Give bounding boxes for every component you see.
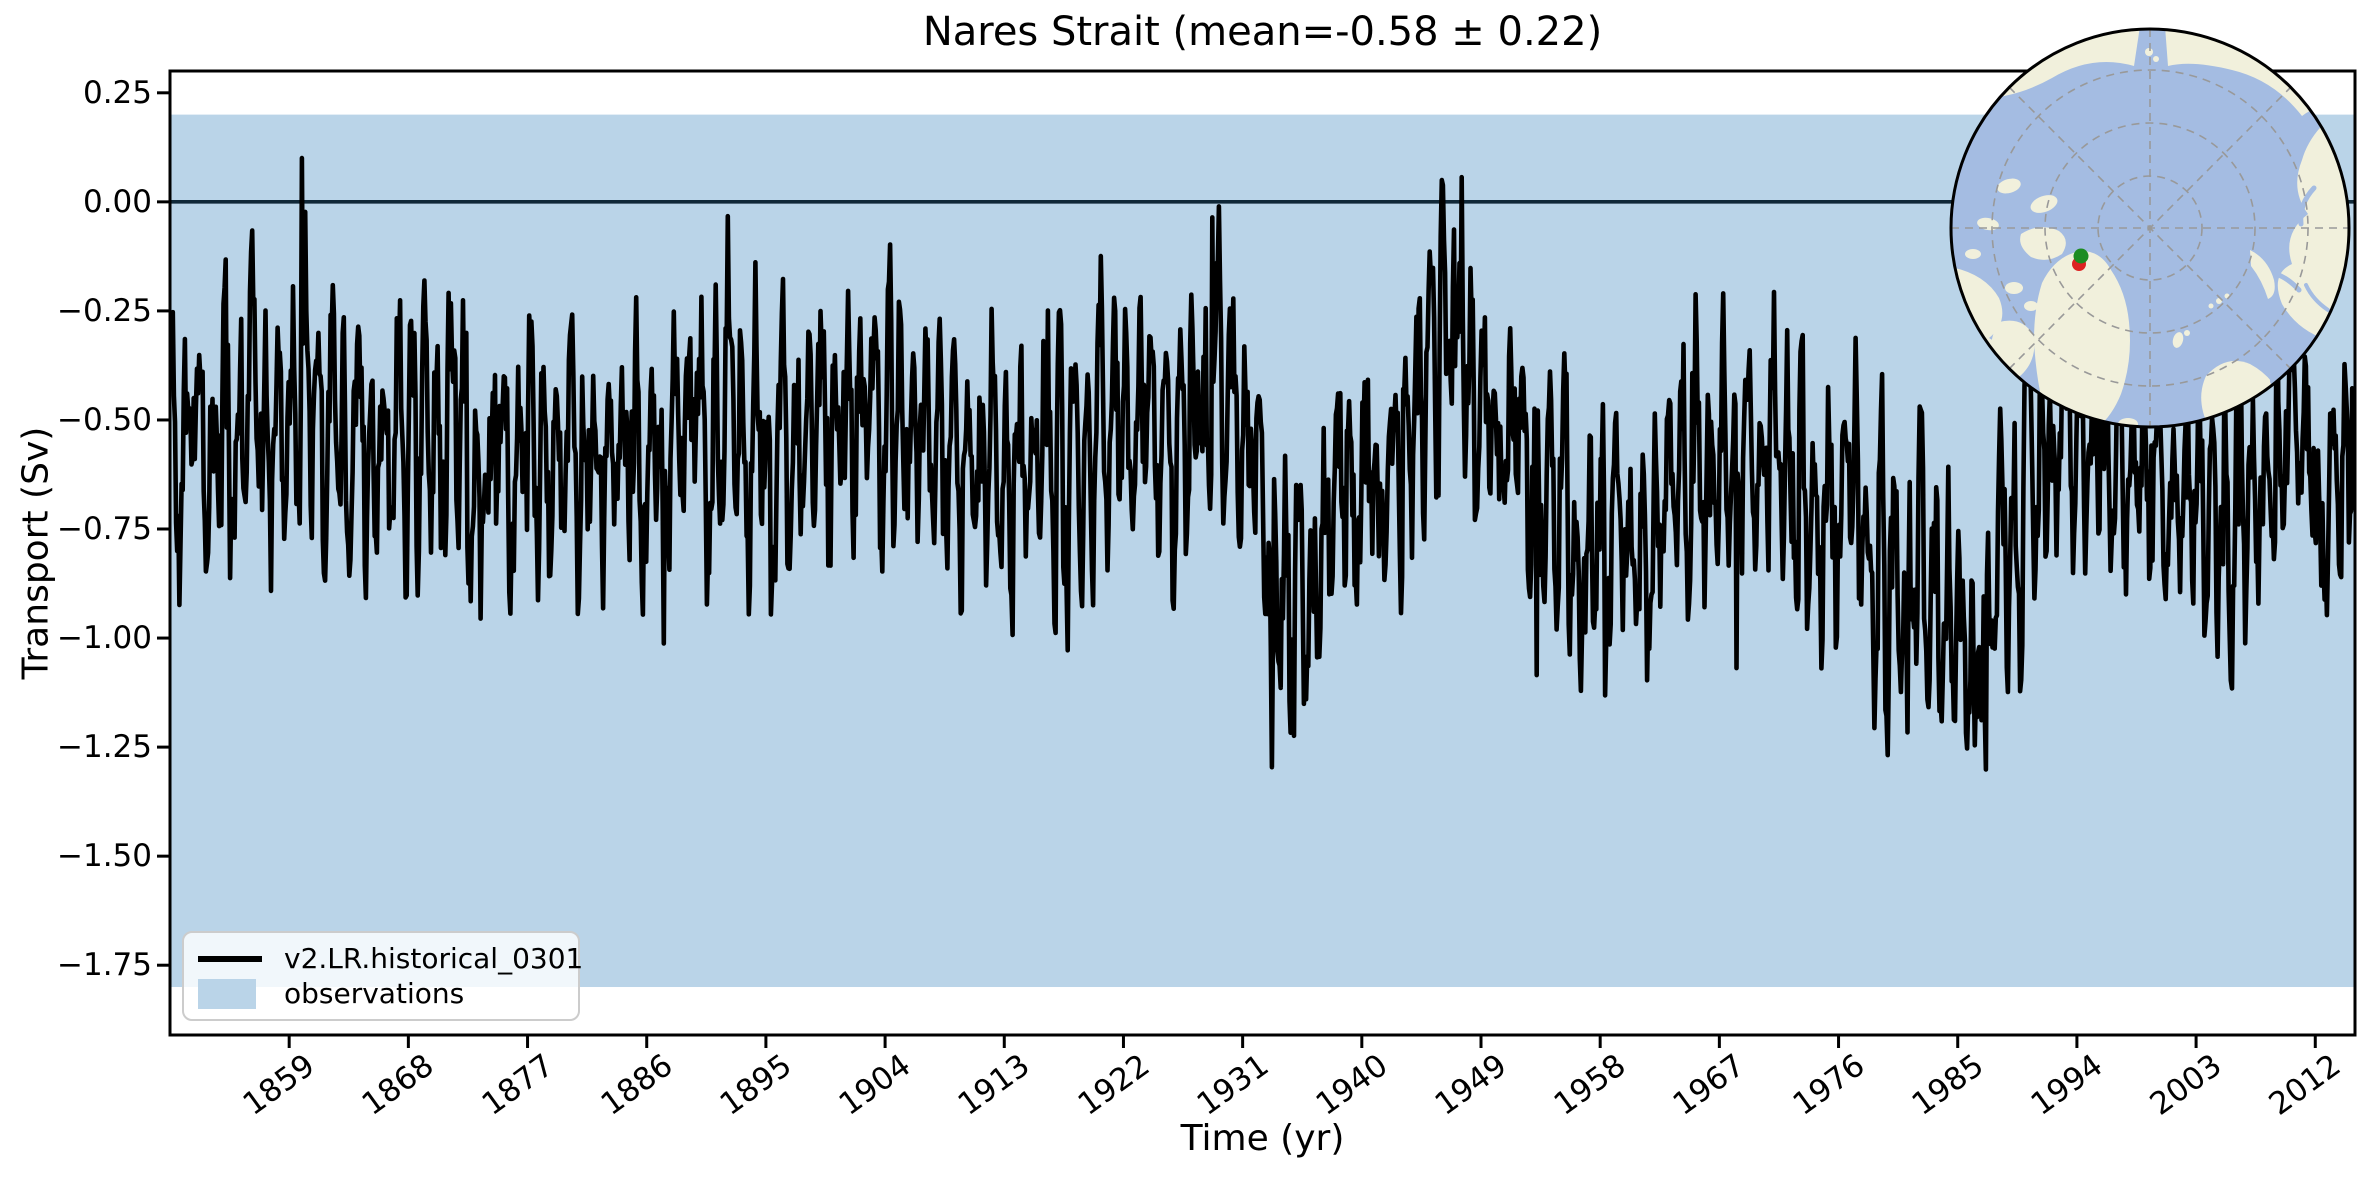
chart-title: Nares Strait (mean=-0.58 ± 0.22) [922,9,1603,55]
x-axis-label: Time (yr) [1180,1118,1345,1159]
legend-item-label: observations [284,977,465,1010]
legend-line-swatch [198,955,262,962]
legend-item-label: v2.LR.historical_0301 [284,942,584,975]
x-tick-marks [287,1035,2317,1048]
map-graticule [1951,29,2349,427]
y-tick-label: −1.25 [57,729,152,766]
plot-border [168,69,2357,1037]
y-tick-label: −0.50 [57,401,152,438]
y-tick-marks [157,91,170,967]
legend-item-model: v2.LR.historical_0301 [198,941,583,976]
y-tick-label: 0.25 [82,74,152,111]
legend-patch-swatch [198,978,262,1009]
green-marker-icon [2073,248,2089,264]
map-rivers [2273,185,2330,312]
y-tick-label: −0.75 [57,511,152,547]
y-axis-label: Transport (Sv) [15,426,57,680]
legend: v2.LR.historical_0301 observations [182,931,583,1021]
y-tick-label: −0.25 [57,292,152,329]
y-tick-label: −1.50 [57,838,152,875]
map-rim [1949,27,2351,429]
y-tick-label: −1.00 [57,620,152,657]
y-tick-label: 0.00 [82,183,152,220]
model-series-line [170,155,2355,772]
legend-item-observations: observations [198,976,564,1011]
y-tick-label: −1.75 [57,947,152,984]
